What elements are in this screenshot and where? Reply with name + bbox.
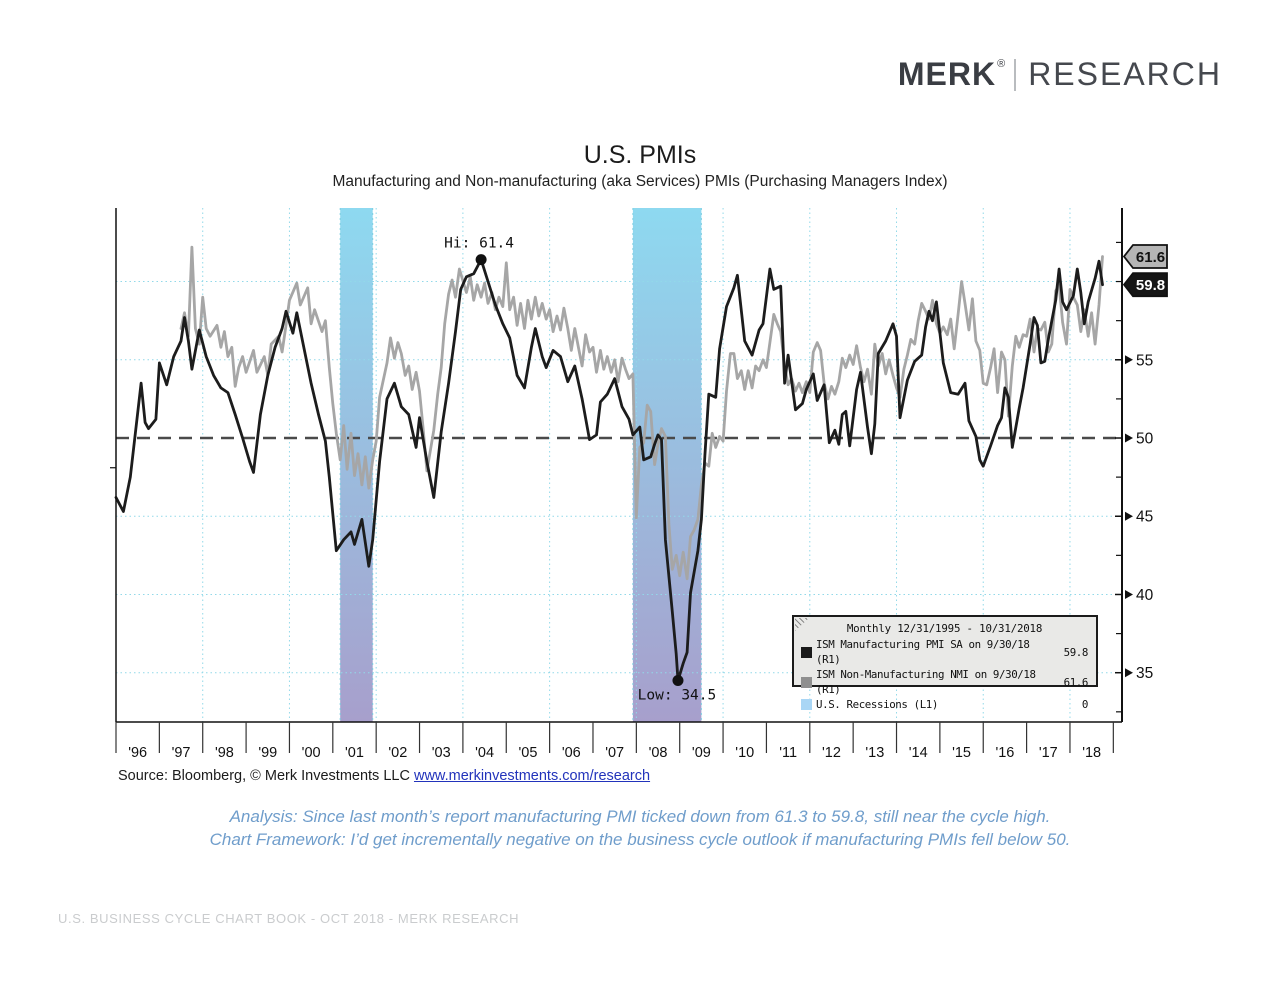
x-tick-label: '05 [518, 745, 537, 761]
legend-value: 59.8 [1063, 645, 1089, 659]
x-tick-label: '00 [302, 745, 321, 761]
x-tick-label: '03 [432, 745, 451, 761]
legend-value: 61.6 [1063, 675, 1089, 689]
legend-value: 0 [1081, 698, 1089, 711]
low-annotation: Low: 34.5 [638, 688, 717, 704]
low-point-marker [672, 675, 684, 687]
value-tag-text: 61.6 [1136, 249, 1165, 266]
x-tick-label: '18 [1082, 745, 1101, 761]
value-tag [1122, 244, 1168, 269]
x-tick-label: '99 [258, 745, 277, 761]
last-value-tags: 61.6 59.8 [1122, 244, 1168, 298]
manufacturing-series-swatch [801, 646, 812, 658]
y-tick-arrow-icon [1125, 589, 1133, 599]
logo-divider-bar [1014, 58, 1017, 91]
non-manufacturing-series-swatch [801, 676, 812, 688]
x-tick-label: '97 [172, 745, 191, 761]
logo-brand-text: MERK [897, 56, 997, 92]
legend-row-non-manufacturing: ISM Non-Manufacturing NMI on 9/30/18 (R1… [801, 667, 1088, 697]
x-tick-label: '04 [475, 745, 494, 761]
legend-label: U.S. Recessions (L1) [816, 698, 939, 711]
x-tick-label: '15 [952, 745, 971, 761]
x-axis-ticks-and-labels: '96 '97 '98 '99 '00 '01 '02 '03 '04 '05 '06 '07 '08 '… [115, 722, 1114, 761]
source-line: Source: Bloomberg, © Merk Investments LL… [118, 768, 650, 784]
legend-label: ISM Manufacturing PMI SA on 9/30/18 (R1) [816, 638, 1030, 666]
recessions-swatch [801, 699, 812, 710]
recession-bands [339, 208, 702, 722]
x-tick-label: '16 [995, 745, 1014, 761]
y-tick-arrow-icon [1125, 433, 1133, 443]
logo-unit-text: RESEARCH [1028, 56, 1222, 92]
registered-trademark-icon: ® [997, 57, 1006, 70]
analysis-text: Analysis: Since last month’s report manu… [229, 807, 1051, 826]
x-tick-label: '12 [822, 745, 841, 761]
x-tick-label: '11 [779, 745, 797, 761]
x-tick-label: '09 [692, 745, 711, 761]
legend-row-manufacturing: ISM Manufacturing PMI SA on 9/30/18 (R1)… [801, 637, 1088, 667]
y-tick-arrow-icon [1125, 668, 1133, 678]
footer-text: U.S. BUSINESS CYCLE CHART BOOK - OCT 201… [58, 911, 520, 926]
page-title: U.S. PMIs [583, 141, 697, 169]
chart-framework-text: Chart Framework: I’d get incrementally n… [209, 830, 1071, 849]
legend-row-recessions: U.S. Recessions (L1) 0 [801, 697, 1088, 712]
series-lines [114, 245, 1104, 682]
y-tick-label: 45 [1136, 509, 1153, 526]
merk-research-logo: MERK ® RESEARCH [898, 56, 1222, 93]
axes [110, 208, 1123, 723]
x-tick-label: '98 [215, 745, 234, 761]
annotations: Hi: 61.4 Low: 34.5 [444, 236, 716, 704]
value-tag [1122, 272, 1168, 298]
y-tick-arrow-icon [1125, 511, 1133, 521]
x-tick-label: '13 [865, 745, 884, 761]
y-tick-label: 35 [1136, 665, 1153, 682]
high-annotation: Hi: 61.4 [444, 236, 514, 252]
high-point-marker [475, 254, 487, 266]
source-prefix: Source: Bloomberg, © Merk Investments LL… [118, 768, 414, 784]
y-tick-label: 40 [1136, 587, 1154, 604]
y-axis-ticks-and-labels: 55 50 45 40 35 [1115, 241, 1154, 713]
research-link[interactable]: www.merkinvestments.com/research [413, 768, 651, 784]
x-tick-label: '06 [562, 745, 581, 761]
x-tick-label: '01 [345, 745, 364, 761]
y-tick-label: 50 [1136, 431, 1154, 448]
x-tick-label: '02 [388, 745, 407, 761]
x-tick-label: '96 [128, 745, 147, 761]
legend-title: Monthly 12/31/1995 - 10/31/2018 [846, 622, 1043, 635]
legend-label: ISM Non-Manufacturing NMI on 9/30/18 (R1… [816, 668, 1036, 696]
y-tick-arrow-icon [1125, 355, 1133, 365]
x-tick-label: '14 [909, 745, 928, 761]
y-tick-label: 55 [1136, 352, 1153, 369]
series-line-0 [114, 258, 1104, 682]
x-tick-label: '17 [1039, 745, 1058, 761]
chart-legend: Monthly 12/31/1995 - 10/31/2018 ISM Manu… [792, 615, 1098, 711]
x-tick-label: '07 [605, 745, 624, 761]
x-tick-label: '10 [735, 745, 754, 761]
x-tick-label: '08 [649, 745, 668, 761]
value-tag-text: 59.8 [1136, 277, 1165, 294]
page-subtitle: Manufacturing and Non-manufacturing (aka… [332, 173, 948, 190]
